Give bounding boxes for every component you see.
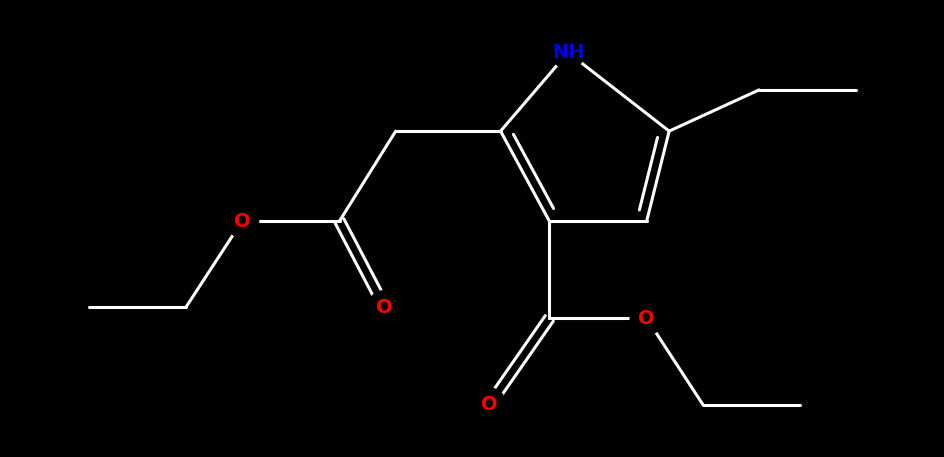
Text: NH: NH (551, 43, 583, 62)
Text: O: O (233, 212, 250, 230)
Text: O: O (480, 395, 497, 414)
Circle shape (226, 205, 259, 238)
Text: O: O (376, 298, 393, 317)
Text: O: O (638, 309, 654, 328)
Circle shape (367, 291, 400, 324)
Circle shape (630, 302, 663, 335)
Circle shape (551, 36, 584, 69)
Circle shape (472, 388, 505, 421)
